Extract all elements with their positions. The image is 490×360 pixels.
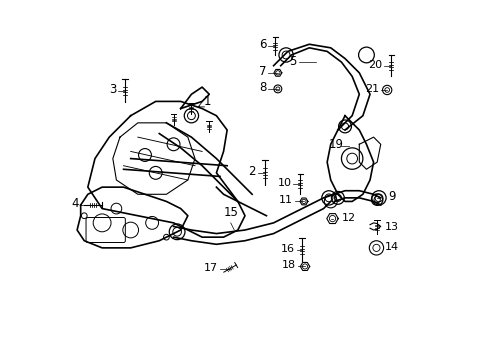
Text: 4: 4	[71, 197, 78, 211]
Text: 18: 18	[282, 260, 296, 270]
Text: 8: 8	[259, 81, 267, 94]
Text: 14: 14	[385, 242, 399, 252]
Text: 20: 20	[368, 60, 383, 69]
Text: 9: 9	[388, 190, 395, 203]
Text: 12: 12	[342, 212, 356, 222]
Text: 21: 21	[365, 84, 379, 94]
Text: 13: 13	[385, 222, 399, 232]
Text: 6: 6	[259, 39, 267, 51]
Text: 11: 11	[279, 195, 293, 205]
Text: 1: 1	[204, 95, 211, 108]
Text: 17: 17	[204, 262, 218, 273]
Text: 10: 10	[277, 177, 292, 188]
Text: 5: 5	[289, 55, 296, 68]
Text: 15: 15	[223, 206, 238, 219]
Text: 2: 2	[248, 165, 256, 178]
Text: 16: 16	[281, 244, 295, 253]
Text: 19: 19	[328, 139, 343, 152]
Text: 3: 3	[109, 83, 117, 96]
Text: 7: 7	[259, 65, 267, 78]
